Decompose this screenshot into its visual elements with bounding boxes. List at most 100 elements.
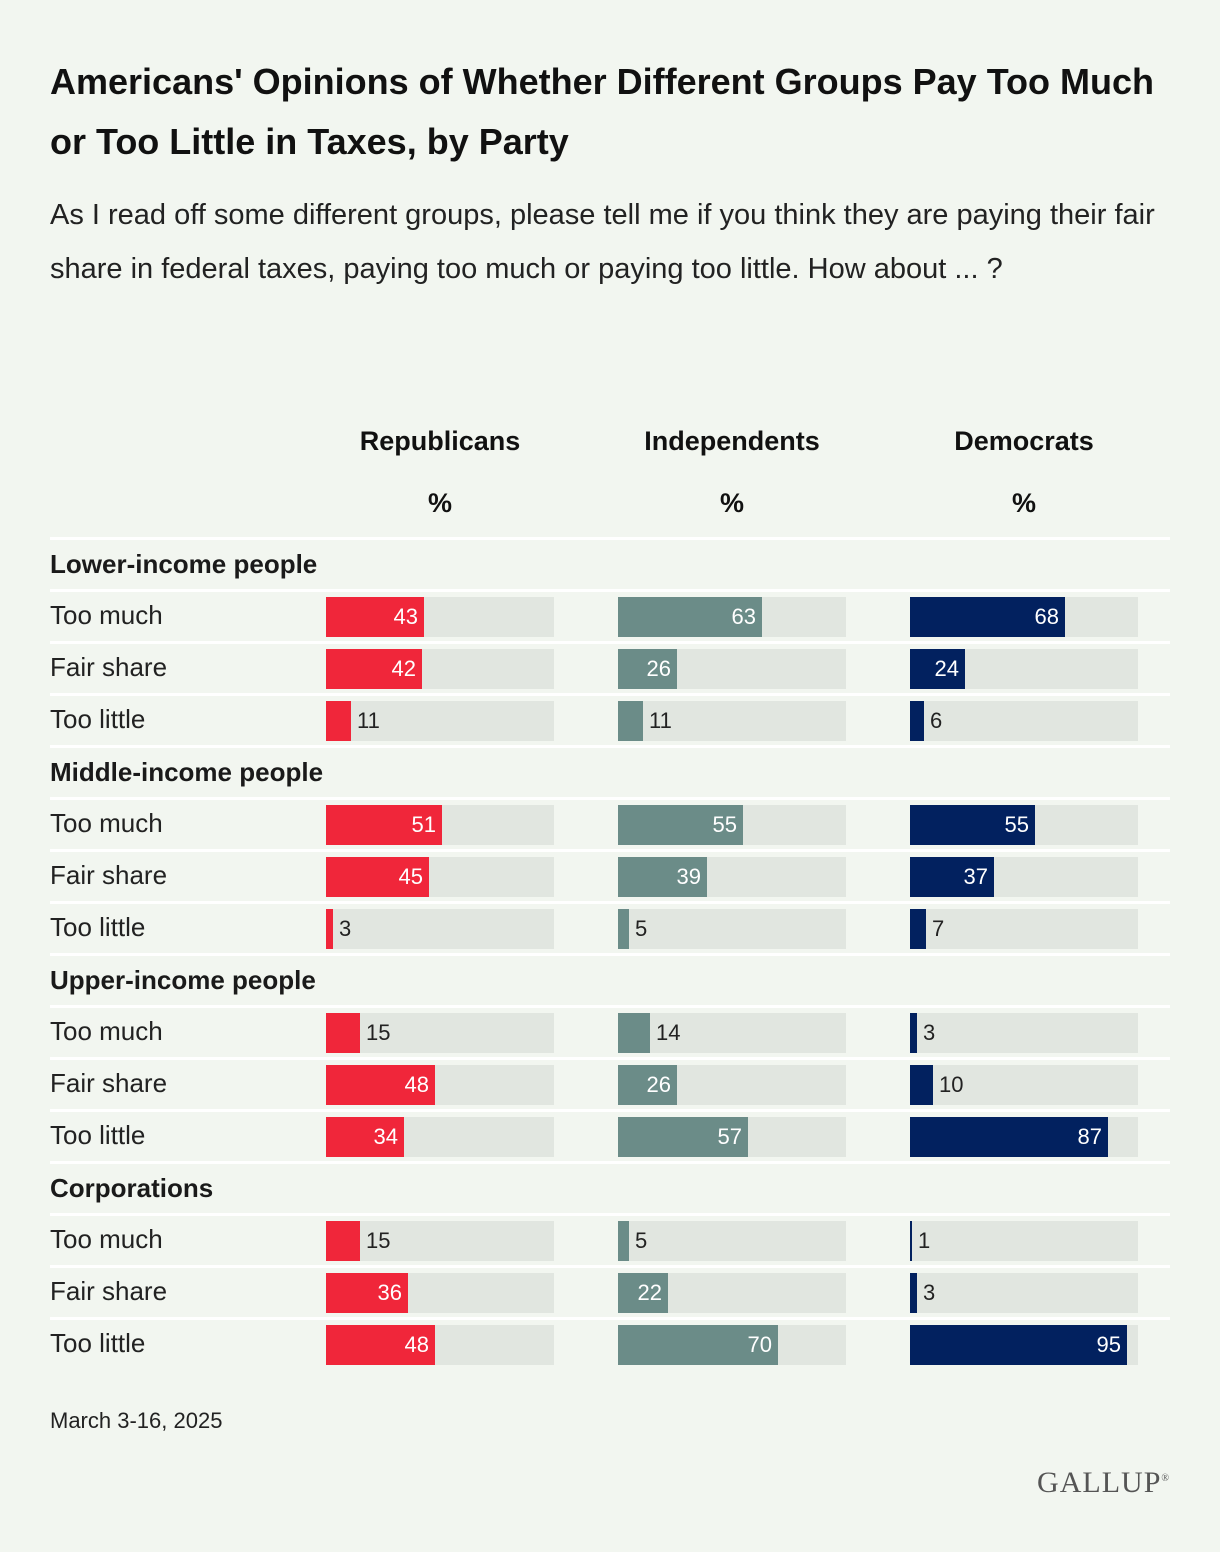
data-label: 26	[646, 656, 671, 681]
bar-track: 3	[326, 909, 554, 949]
bar-track: 15	[326, 1221, 554, 1261]
bar	[618, 1273, 668, 1313]
divider	[50, 1057, 1170, 1060]
bar-track: 87	[910, 1117, 1138, 1157]
data-label: 36	[377, 1280, 402, 1305]
column-header-independents: Independents	[644, 426, 820, 456]
data-label: 39	[676, 864, 701, 889]
divider	[50, 953, 1170, 956]
bar	[910, 1325, 1127, 1365]
bar	[910, 1013, 917, 1053]
bar-track: 22	[618, 1273, 846, 1313]
data-label: 48	[404, 1332, 429, 1357]
bar-track: 24	[910, 649, 1138, 689]
bar	[326, 805, 442, 845]
row-label: Too much	[50, 600, 163, 630]
bar	[618, 857, 707, 897]
divider	[50, 1317, 1170, 1320]
data-label: 63	[731, 604, 756, 629]
bar	[618, 1117, 748, 1157]
data-label: 7	[932, 916, 945, 941]
bar-track: 51	[326, 805, 554, 845]
data-label: 3	[923, 1280, 936, 1305]
data-label: 26	[646, 1072, 671, 1097]
divider	[50, 1265, 1170, 1268]
data-label: 87	[1077, 1124, 1102, 1149]
bar	[326, 701, 351, 741]
data-label: 24	[934, 656, 959, 681]
data-label: 3	[339, 916, 352, 941]
bar-track: 55	[618, 805, 846, 845]
row-label: Too little	[50, 704, 146, 734]
data-label: 11	[649, 708, 672, 733]
data-label: 37	[963, 864, 988, 889]
column-unit-independents: %	[719, 488, 744, 518]
bar-track: 68	[910, 597, 1138, 637]
bar	[910, 909, 926, 949]
column-header-democrats: Democrats	[954, 426, 1094, 456]
data-label: 55	[712, 812, 737, 837]
row-label: Fair share	[50, 1068, 168, 1098]
group-label: Upper-income people	[50, 965, 316, 995]
data-label: 45	[398, 864, 423, 889]
divider	[50, 693, 1170, 696]
bar	[618, 1013, 650, 1053]
bar	[618, 1065, 677, 1105]
data-label: 11	[357, 708, 380, 733]
bar-track: 5	[618, 909, 846, 949]
data-label: 10	[939, 1072, 964, 1097]
data-label: 3	[923, 1020, 936, 1045]
data-label: 6	[930, 708, 943, 733]
bar	[326, 649, 422, 689]
bar-track: 15	[326, 1013, 554, 1053]
data-label: 70	[747, 1332, 772, 1357]
bar-track: 63	[618, 597, 846, 637]
chart-subtitle: As I read off some different groups, ple…	[50, 199, 1155, 285]
bar	[910, 597, 1065, 637]
data-label: 34	[373, 1124, 398, 1149]
bar-track: 26	[618, 1065, 846, 1105]
row-label: Too little	[50, 1120, 146, 1150]
bar-track: 70	[618, 1325, 846, 1365]
data-label: 55	[1004, 812, 1029, 837]
bar-track: 5	[618, 1221, 846, 1261]
divider	[50, 589, 1170, 592]
divider	[50, 641, 1170, 644]
data-label: 1	[918, 1228, 931, 1253]
row-label: Too little	[50, 1328, 146, 1358]
data-label: 15	[366, 1228, 391, 1253]
bar-track: 10	[910, 1065, 1138, 1105]
bar	[910, 1065, 933, 1105]
bar	[326, 1065, 435, 1105]
bar	[910, 805, 1035, 845]
group-label: Middle-income people	[50, 757, 324, 787]
bar	[910, 857, 994, 897]
bar	[326, 1221, 360, 1261]
bar-track: 37	[910, 857, 1138, 897]
bar	[618, 597, 762, 637]
bar-track: 48	[326, 1325, 554, 1365]
bar	[326, 1273, 408, 1313]
bar-track: 36	[326, 1273, 554, 1313]
divider	[50, 1213, 1170, 1216]
bar-track: 3	[910, 1273, 1138, 1313]
divider	[50, 1161, 1170, 1164]
row-label: Fair share	[50, 652, 168, 682]
row-label: Fair share	[50, 1276, 168, 1306]
data-label: 14	[656, 1020, 681, 1045]
row-label: Too little	[50, 912, 146, 942]
bar-track: 48	[326, 1065, 554, 1105]
column-unit-democrats: %	[1011, 488, 1036, 518]
bar	[618, 649, 677, 689]
bar	[910, 649, 965, 689]
bar	[618, 1221, 629, 1261]
survey-date: March 3-16, 2025	[50, 1408, 223, 1433]
divider	[50, 797, 1170, 800]
bar	[618, 1325, 778, 1365]
data-label: 42	[391, 656, 416, 681]
bar	[326, 1117, 404, 1157]
column-header-republicans: Republicans	[359, 426, 521, 456]
bar-track: 26	[618, 649, 846, 689]
group-label: Lower-income people	[50, 549, 318, 579]
gallup-logo: GALLUP®	[1037, 1466, 1170, 1499]
